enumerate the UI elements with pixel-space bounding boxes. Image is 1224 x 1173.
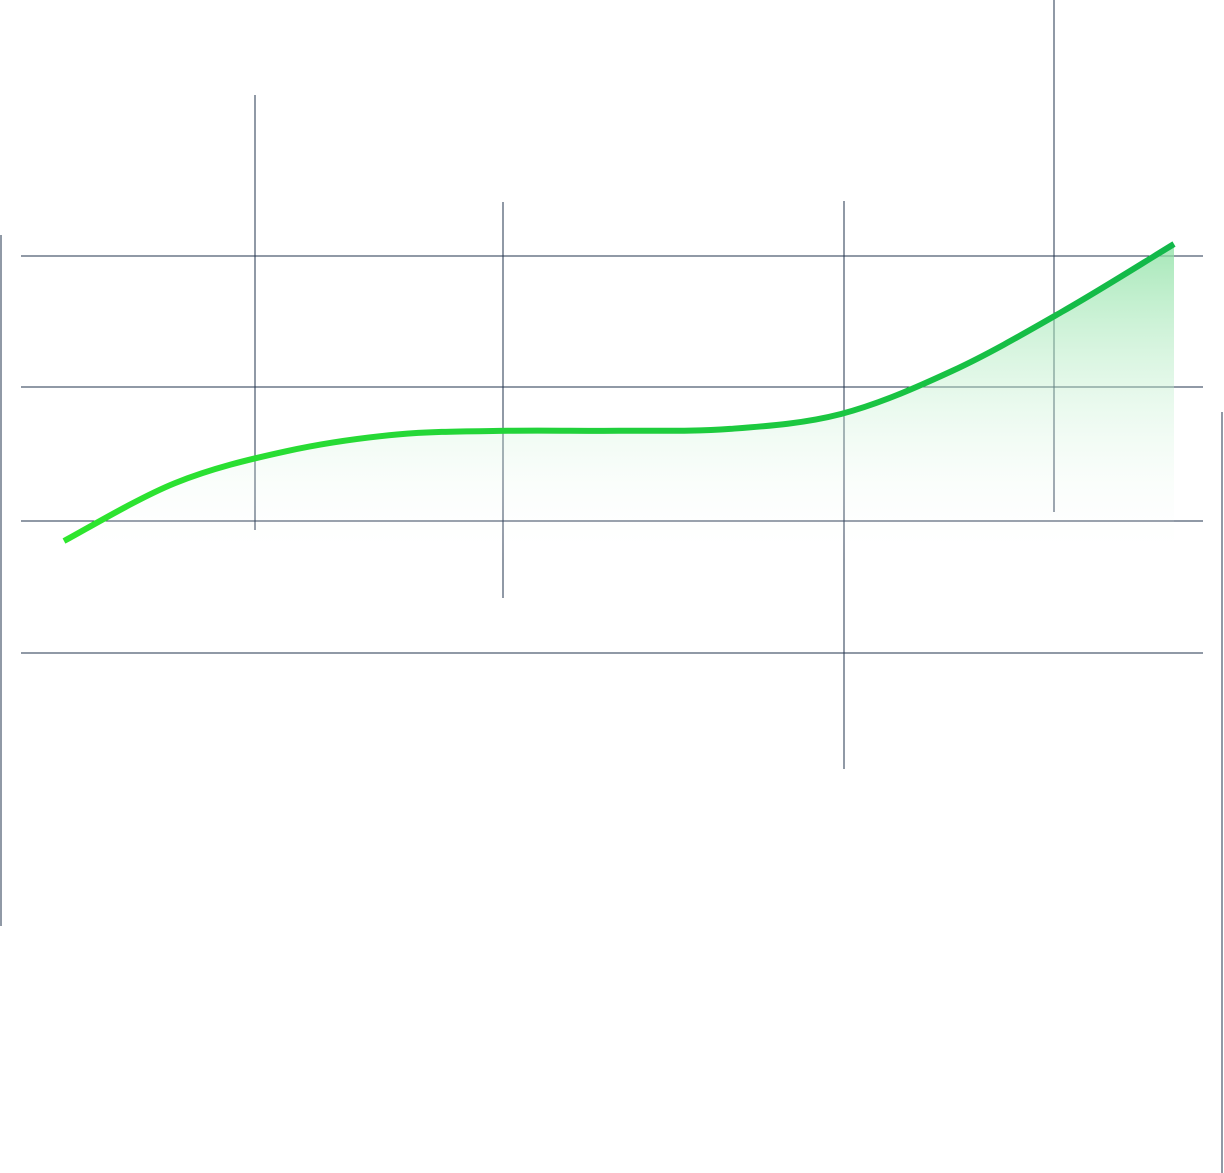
data-point-3: [394, 432, 400, 438]
data-point-7: [838, 411, 844, 417]
series-line: [62, 241, 1176, 544]
data-point-9: [1060, 308, 1066, 314]
data-point-1: [172, 480, 178, 486]
data-point-8: [949, 368, 955, 374]
area-fill: [64, 244, 1174, 560]
data-point-10: [1171, 241, 1177, 247]
data-point-6: [727, 426, 733, 432]
data-point-2: [283, 448, 289, 454]
data-point-0: [61, 538, 67, 544]
data-point-5: [616, 428, 622, 434]
series: [61, 241, 1177, 560]
data-point-4: [505, 428, 511, 434]
